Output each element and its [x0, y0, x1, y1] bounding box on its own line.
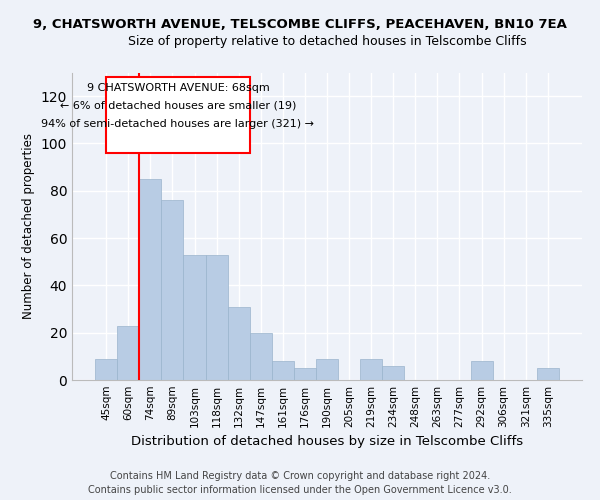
Text: 94% of semi-detached houses are larger (321) →: 94% of semi-detached houses are larger (…: [41, 118, 314, 128]
X-axis label: Distribution of detached houses by size in Telscombe Cliffs: Distribution of detached houses by size …: [131, 436, 523, 448]
Bar: [250, 332, 272, 380]
Bar: [470, 361, 493, 380]
Title: Size of property relative to detached houses in Telscombe Cliffs: Size of property relative to detached ho…: [128, 34, 526, 48]
Y-axis label: Number of detached properties: Number of detached properties: [22, 133, 35, 320]
Bar: [227, 306, 250, 380]
Bar: [139, 179, 161, 380]
Text: ← 6% of detached houses are smaller (19): ← 6% of detached houses are smaller (19): [60, 101, 296, 111]
Text: 9, CHATSWORTH AVENUE, TELSCOMBE CLIFFS, PEACEHAVEN, BN10 7EA: 9, CHATSWORTH AVENUE, TELSCOMBE CLIFFS, …: [33, 18, 567, 30]
Bar: [360, 358, 382, 380]
Bar: [316, 358, 338, 380]
Text: Contains HM Land Registry data © Crown copyright and database right 2024.
Contai: Contains HM Land Registry data © Crown c…: [88, 471, 512, 495]
FancyBboxPatch shape: [106, 77, 250, 153]
Bar: [382, 366, 404, 380]
Bar: [161, 200, 184, 380]
Text: 9 CHATSWORTH AVENUE: 68sqm: 9 CHATSWORTH AVENUE: 68sqm: [86, 83, 269, 93]
Bar: [272, 361, 294, 380]
Bar: [117, 326, 139, 380]
Bar: [206, 254, 227, 380]
Bar: [184, 254, 206, 380]
Bar: [294, 368, 316, 380]
Bar: [537, 368, 559, 380]
Bar: [95, 358, 117, 380]
